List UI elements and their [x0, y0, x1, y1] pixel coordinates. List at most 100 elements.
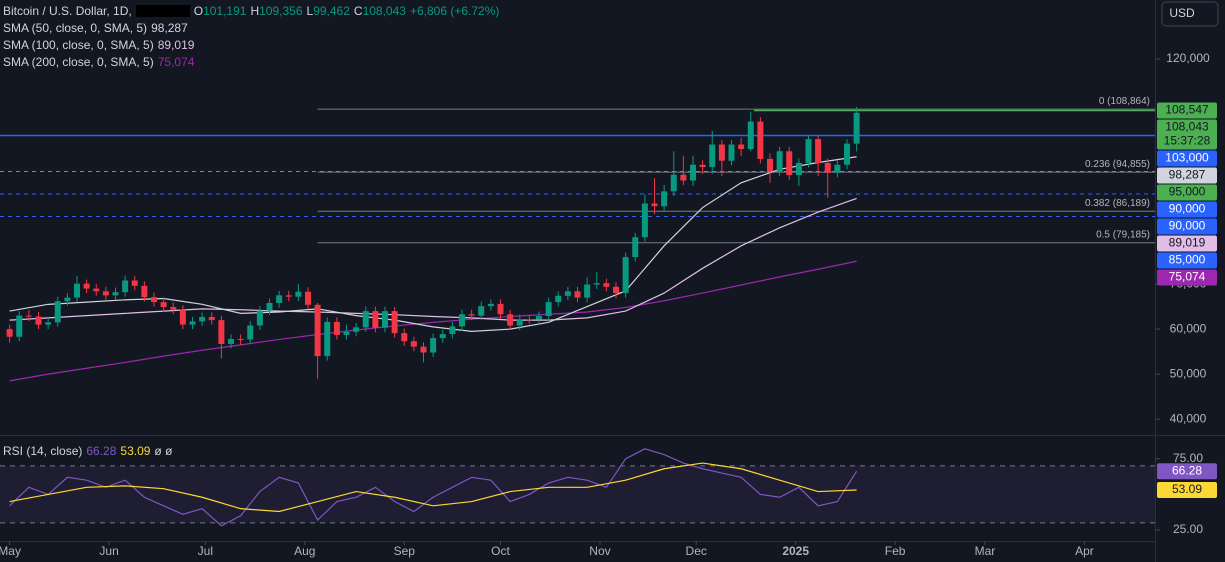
candle-body — [497, 303, 504, 315]
ohlc-key: H — [250, 4, 260, 18]
rsi-badge — [1157, 482, 1217, 499]
candle-body — [622, 257, 629, 294]
price-badge-label: 75,074 — [1169, 270, 1206, 284]
price-badge-label: 103,000 — [1165, 151, 1209, 165]
candle-body — [353, 327, 360, 332]
symbol-header: Bitcoin / U.S. Dollar, 1D, O 101,191 H 109,… — [3, 4, 503, 18]
price-badge — [1157, 269, 1217, 286]
ohlc-key: C — [353, 4, 363, 18]
fib-label: 0 (108,864) — [1099, 96, 1150, 107]
rsi-title: RSI (14, close) — [3, 444, 83, 458]
ohlc-value: 101,191 — [203, 4, 247, 18]
fib-label: 0.5 (79,185) — [1096, 229, 1150, 240]
candle-body — [362, 311, 369, 328]
candle-body — [237, 339, 244, 341]
rsi-ma-value: 53.09 — [120, 444, 151, 458]
candle-body — [641, 203, 648, 238]
candle-body — [401, 333, 408, 342]
candle-body — [112, 292, 119, 296]
rsi-badge-label: 53.09 — [1172, 482, 1202, 496]
candle-body — [102, 291, 109, 296]
candle-body — [391, 311, 398, 334]
price-badge — [1157, 201, 1217, 218]
x-tick-label: Dec — [686, 544, 707, 558]
candle-body — [526, 319, 533, 321]
price-badge — [1157, 184, 1217, 201]
candle-body — [555, 295, 562, 303]
candle-body — [651, 203, 658, 207]
price-badge — [1157, 119, 1217, 150]
x-tick-label: May — [0, 544, 21, 558]
candle-body — [199, 316, 206, 322]
candle-body — [170, 307, 177, 310]
candle-body — [507, 314, 514, 326]
candle-body — [593, 283, 600, 285]
candle-body — [478, 306, 485, 316]
indicator-line — [9, 197, 857, 321]
x-tick-label: 2025 — [782, 544, 809, 558]
indicator-line — [9, 448, 858, 527]
price-change: +6,806 (+6.72%) — [409, 4, 500, 18]
candle-body — [709, 144, 716, 168]
candle-body — [468, 314, 475, 316]
candle-body — [410, 341, 417, 347]
candle-body — [834, 164, 841, 173]
fib-label: 0.236 (94,855) — [1085, 159, 1150, 170]
price-badge — [1157, 167, 1217, 184]
currency-label: USD — [1169, 6, 1195, 20]
ohlc-key: O — [193, 4, 204, 18]
candle-body — [179, 309, 186, 325]
candle-body — [256, 310, 263, 326]
redacted-box — [135, 5, 190, 17]
candle-body — [613, 286, 619, 294]
x-tick-label: Jun — [99, 544, 118, 558]
candle-body — [699, 164, 706, 168]
candle-body — [333, 321, 340, 335]
candle-body — [16, 315, 23, 337]
rsi-band — [0, 465, 1155, 523]
price-badge — [1157, 218, 1217, 235]
indicator-value: 75,074 — [157, 55, 195, 69]
candle-body — [632, 237, 639, 258]
candle-body — [776, 151, 783, 172]
x-tick-label: Mar — [975, 544, 996, 558]
candle-body — [83, 283, 90, 289]
rsi-badge-label: 66.28 — [1172, 463, 1202, 477]
ohlc-key: L — [306, 4, 314, 18]
candle-body — [74, 283, 80, 298]
y-tick-label: 40,000 — [1170, 411, 1207, 425]
price-badge — [1157, 235, 1217, 252]
candle-body — [757, 121, 764, 159]
price-badge — [1157, 150, 1217, 167]
y-tick-label: 75.00 — [1173, 451, 1203, 465]
price-badge — [1157, 102, 1217, 119]
candle-body — [151, 297, 157, 303]
candle-body — [786, 151, 793, 176]
indicator-line — [9, 462, 857, 513]
candle-body — [824, 162, 831, 173]
candle-body — [276, 295, 283, 303]
fib-label: 0.382 (86,189) — [1085, 198, 1150, 209]
candle-body — [449, 326, 456, 335]
plot-layer: 40,00050,00060,00070,000120,000MayJunJul… — [0, 51, 1217, 558]
candle-body — [680, 174, 687, 181]
candle-body — [487, 303, 494, 307]
candle-body — [131, 280, 138, 286]
rsi-extra: ø ø — [154, 444, 173, 458]
candle-body — [228, 339, 234, 344]
candle-body — [853, 112, 860, 144]
candle-body — [430, 338, 437, 353]
price-badge-label: 98,287 — [1169, 168, 1206, 182]
candle-body — [295, 291, 302, 297]
candle-body — [536, 316, 542, 320]
x-tick-label: Oct — [491, 544, 510, 558]
currency-button[interactable] — [1161, 1, 1219, 27]
candle-body — [285, 295, 292, 297]
y-tick-label: 50,000 — [1170, 366, 1207, 380]
candle-body — [718, 144, 725, 161]
ohlc-value: 108,043 — [362, 4, 406, 18]
candle-body — [35, 316, 42, 325]
